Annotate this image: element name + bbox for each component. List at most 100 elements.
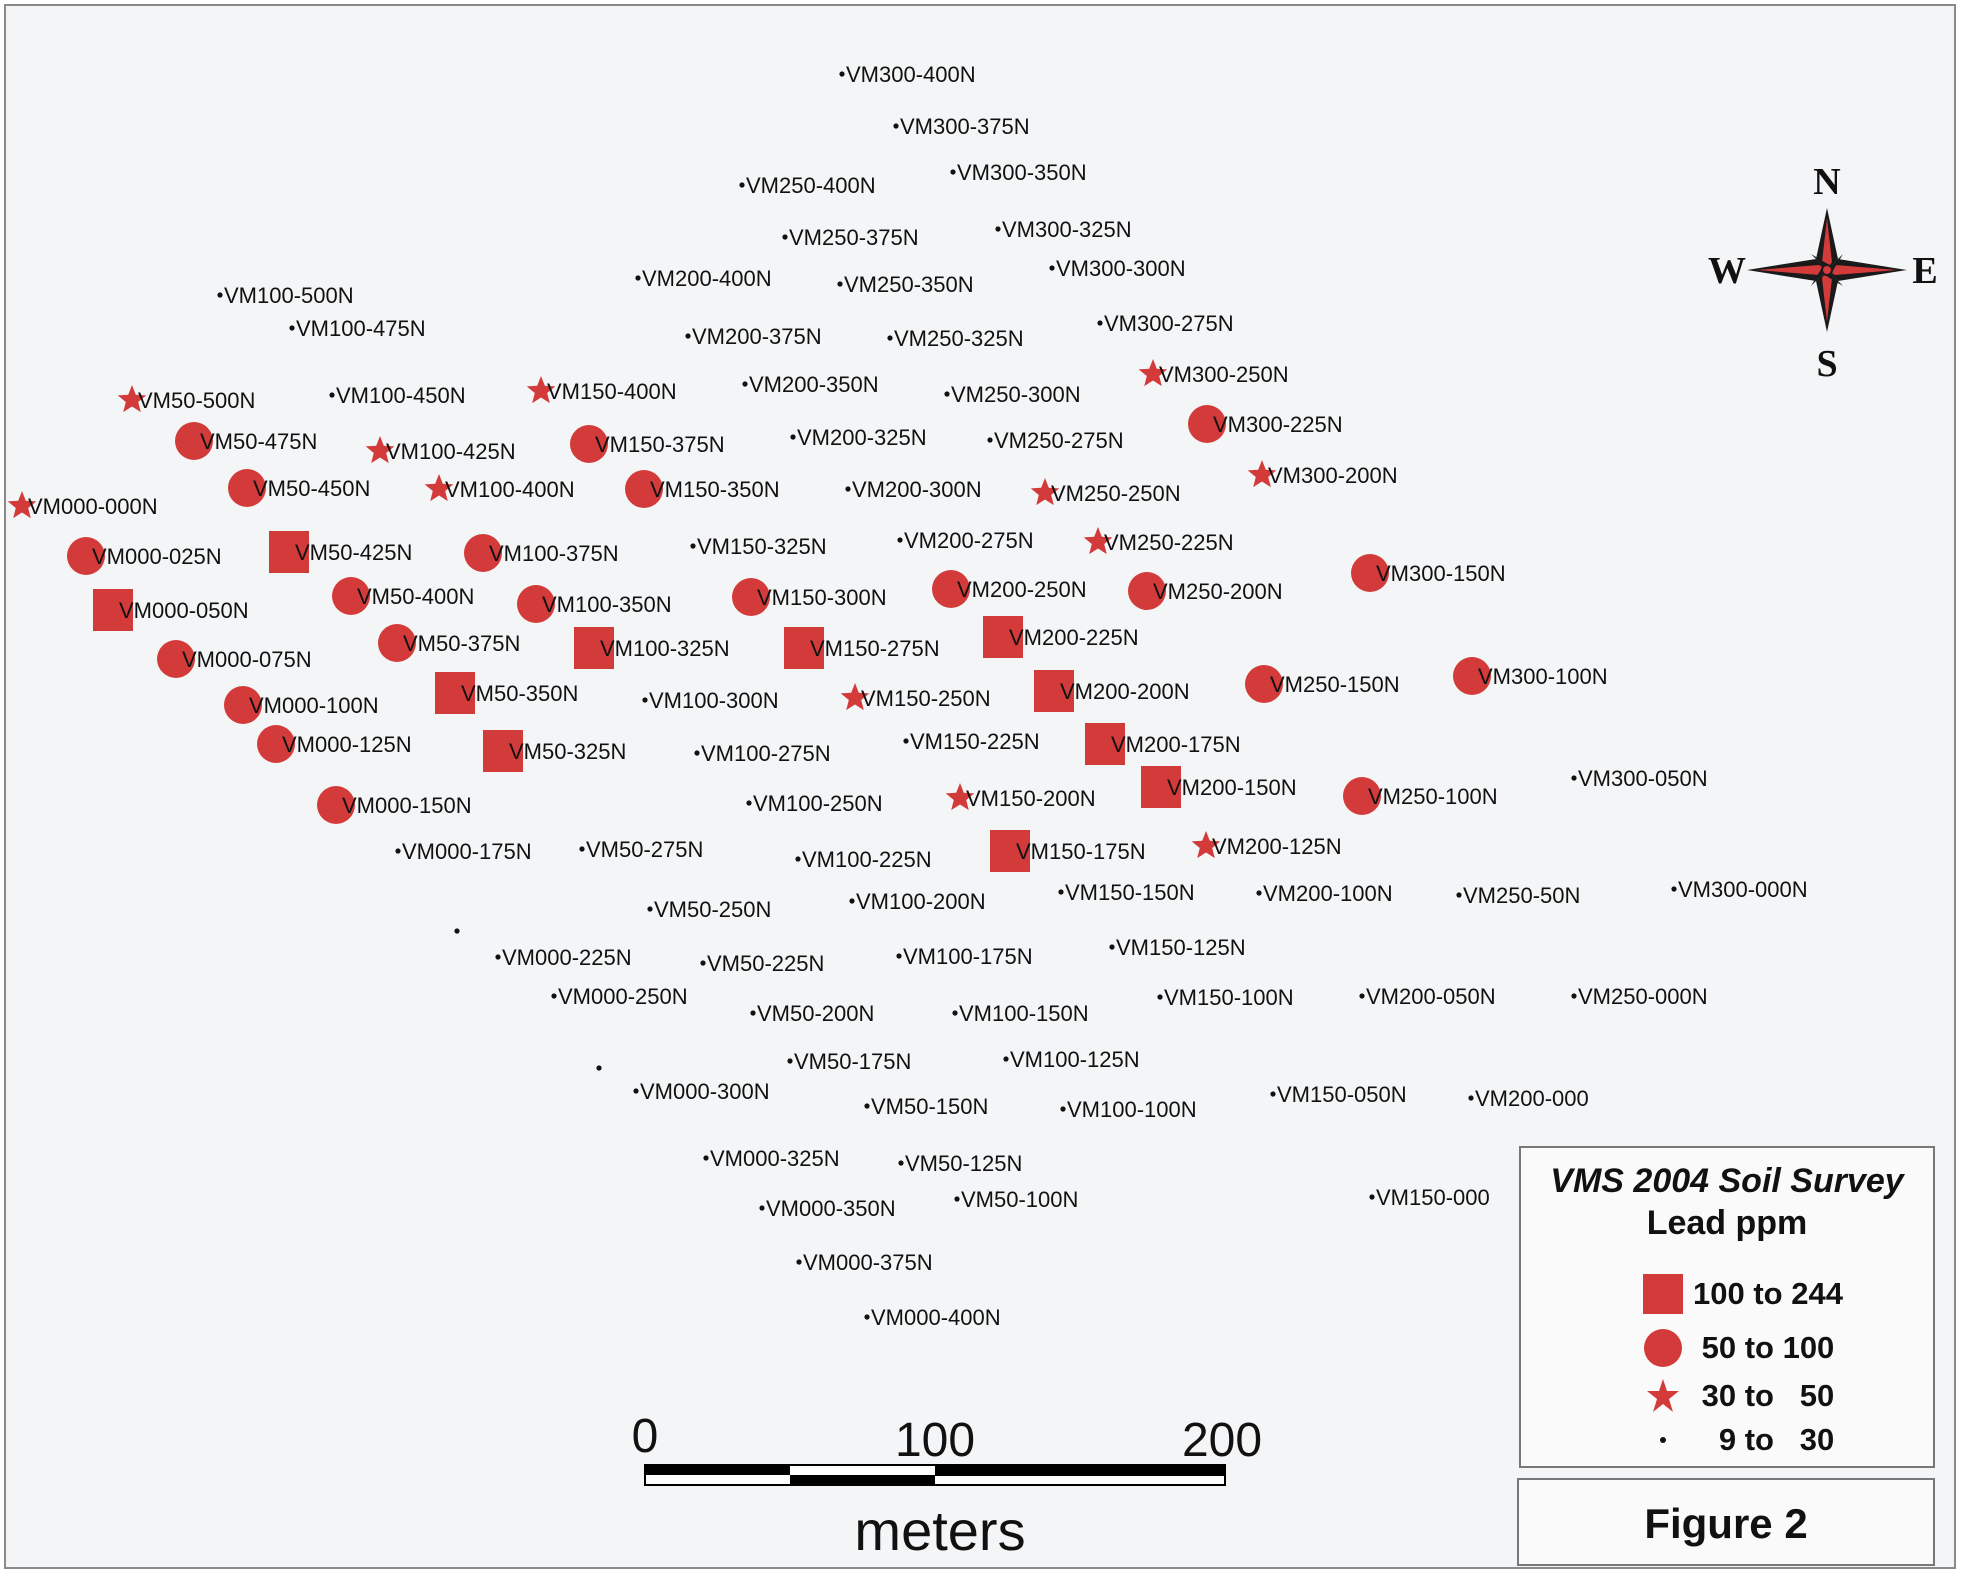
- sample-point: VM000-250N: [551, 984, 688, 1009]
- sample-point: VM150-100N: [1157, 985, 1294, 1010]
- sample-point: VM250-300N: [944, 382, 1081, 407]
- sample-point: VM200-350N: [742, 372, 879, 397]
- dot-symbol-icon: [329, 392, 335, 398]
- sample-point: VM150-175N: [990, 830, 1146, 872]
- sample-point: VM250-150N: [1245, 665, 1400, 703]
- scale-unit-label: meters: [854, 1499, 1025, 1562]
- sample-label: VM150-325N: [697, 534, 827, 559]
- sample-label: VM100-300N: [649, 688, 779, 713]
- dot-symbol-icon: [896, 953, 902, 959]
- dot-symbol-icon: [685, 333, 691, 339]
- dot-symbol-icon: [750, 1010, 756, 1016]
- sample-point: VM200-225N: [983, 616, 1139, 658]
- sample-point: VM250-375N: [782, 225, 919, 250]
- sample-point: VM100-250N: [746, 791, 883, 816]
- dot-symbol-icon: [703, 1155, 709, 1161]
- dot-symbol-icon: [887, 335, 893, 341]
- dot-symbol-icon: [579, 846, 585, 852]
- sample-point: VM200-125N: [1191, 831, 1342, 859]
- sample-point: VM150-350N: [625, 470, 780, 508]
- sample-label: VM50-200N: [757, 1001, 874, 1026]
- sample-label: VM50-500N: [138, 388, 255, 413]
- circle-symbol-icon: [224, 686, 262, 724]
- dot-symbol-icon: [1109, 944, 1115, 950]
- sample-point: VM300-000N: [1671, 877, 1808, 902]
- legend-item-circle: 50 to 100: [1521, 1326, 1933, 1370]
- sample-point: VM50-200N: [750, 1001, 874, 1026]
- dot-symbol-icon: [1270, 1091, 1276, 1097]
- sample-point: VM250-275N: [987, 428, 1124, 453]
- sample-label: VM100-325N: [600, 636, 730, 661]
- dot-symbol-icon: [790, 434, 796, 440]
- square-symbol-icon: [1034, 670, 1074, 712]
- sample-point: VM100-225N: [795, 847, 932, 872]
- sample-point: VM200-325N: [790, 425, 927, 450]
- sample-point: VM200-200N: [1034, 670, 1190, 712]
- sample-point: VM000-075N: [157, 640, 312, 678]
- sample-point: VM50-250N: [647, 897, 771, 922]
- star-symbol-icon: [424, 474, 454, 502]
- sample-label: VM50-100N: [961, 1187, 1078, 1212]
- sample-label: VM000-000N: [28, 494, 158, 519]
- star-symbol-icon: [365, 436, 395, 464]
- sample-label: VM200-100N: [1263, 881, 1393, 906]
- sample-label: VM150-125N: [1116, 935, 1246, 960]
- sample-label: VM100-200N: [856, 889, 986, 914]
- sample-label: VM150-000: [1376, 1185, 1490, 1210]
- sample-label: VM200-400N: [642, 266, 772, 291]
- circle-symbol-icon: [1453, 657, 1491, 695]
- sample-point: VM50-225N: [700, 951, 824, 976]
- sample-label: VM250-200N: [1153, 579, 1283, 604]
- sample-point: VM200-375N: [685, 324, 822, 349]
- sample-point: VM200-150N: [1141, 766, 1297, 808]
- dot-symbol-icon: [987, 437, 993, 443]
- scale-tick-100: 100: [895, 1414, 975, 1467]
- sample-label: VM200-125N: [1212, 834, 1342, 859]
- sample-point: VM50-325N: [483, 730, 626, 772]
- sample-point: VM100-500N: [217, 283, 354, 308]
- sample-point: VM100-125N: [1003, 1047, 1140, 1072]
- sample-point: VM100-400N: [424, 474, 575, 502]
- dot-symbol-icon: [849, 898, 855, 904]
- sample-point: VM50-375N: [378, 624, 520, 662]
- sample-label: VM50-375N: [403, 631, 520, 656]
- sample-point: VM150-325N: [690, 534, 827, 559]
- dot-symbol-icon: [739, 182, 745, 188]
- circle-symbol-icon: [175, 422, 213, 460]
- sample-label: VM150-100N: [1164, 985, 1294, 1010]
- star-symbol-icon: [526, 376, 556, 404]
- sample-label: VM300-300N: [1056, 256, 1186, 281]
- star-symbol-icon: [945, 783, 975, 811]
- sample-label: VM150-275N: [810, 636, 940, 661]
- dot-symbol-icon: [787, 1058, 793, 1064]
- sample-point: VM50-125N: [898, 1151, 1022, 1176]
- figure-label-box: Figure 2: [1517, 1478, 1935, 1566]
- dot-symbol-icon: [647, 906, 653, 912]
- star-symbol-icon: [1247, 460, 1277, 488]
- sample-label: VM100-275N: [701, 741, 831, 766]
- dot-symbol-icon: [633, 1088, 639, 1094]
- dot-symbol-icon: [782, 234, 788, 240]
- sample-label: VM50-250N: [654, 897, 771, 922]
- circle-symbol-icon: [378, 624, 416, 662]
- sample-label: VM200-175N: [1111, 732, 1241, 757]
- sample-point: VM300-225N: [1188, 405, 1343, 443]
- dot-symbol-icon: [289, 325, 295, 331]
- sample-point: VM150-250N: [840, 683, 991, 711]
- sample-label: VM000-075N: [182, 647, 312, 672]
- sample-point: VM100-475N: [289, 316, 426, 341]
- legend-item-dot: 9 to 30: [1521, 1418, 1933, 1462]
- figure-label: Figure 2: [1644, 1500, 1808, 1547]
- dot-symbol-icon: [690, 543, 696, 549]
- sample-point: VM000-025N: [67, 537, 222, 575]
- circle-symbol-icon: [570, 425, 608, 463]
- dot-symbol-icon: [1359, 993, 1365, 999]
- sample-label: VM100-125N: [1010, 1047, 1140, 1072]
- sample-point: VM100-425N: [365, 436, 516, 464]
- sample-label: VM000-325N: [710, 1146, 840, 1171]
- star-symbol-icon: [1030, 478, 1060, 506]
- sample-point: VM200-175N: [1085, 723, 1241, 765]
- sample-label: VM250-225N: [1104, 530, 1234, 555]
- sample-label: VM150-150N: [1065, 880, 1195, 905]
- dot-symbol-icon: [903, 738, 909, 744]
